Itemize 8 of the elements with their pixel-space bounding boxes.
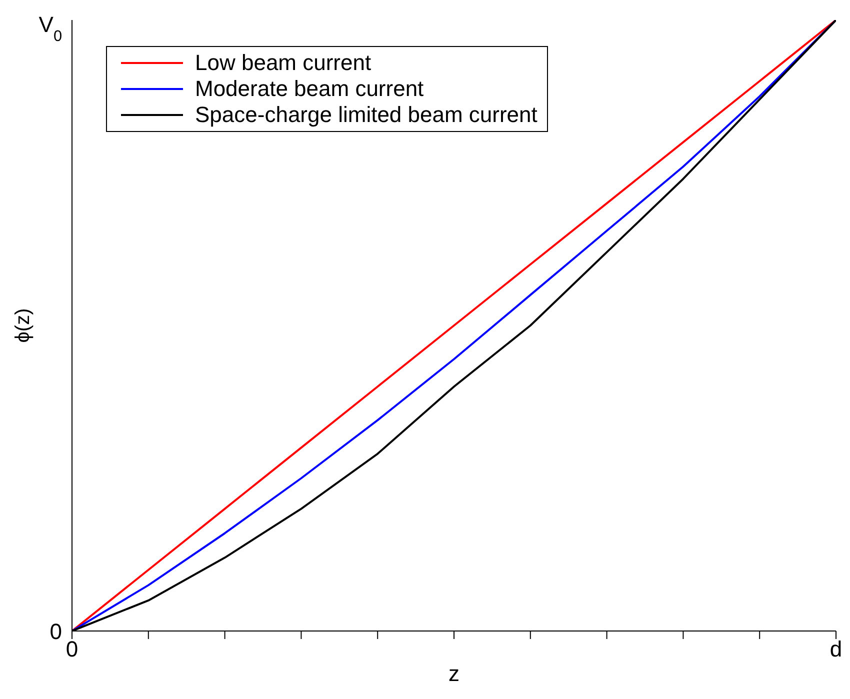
legend-label: Low beam current xyxy=(195,50,372,76)
text: V$_{0}$ xyxy=(38,12,62,44)
x-tick-label: d xyxy=(830,636,842,662)
legend-label: Moderate beam current xyxy=(195,76,424,102)
text: 0 xyxy=(50,619,62,644)
y-axis-title: ϕ(z) xyxy=(12,308,34,343)
x-axis-title: z xyxy=(448,661,460,686)
legend-label: Space-charge limited beam current xyxy=(195,102,538,128)
